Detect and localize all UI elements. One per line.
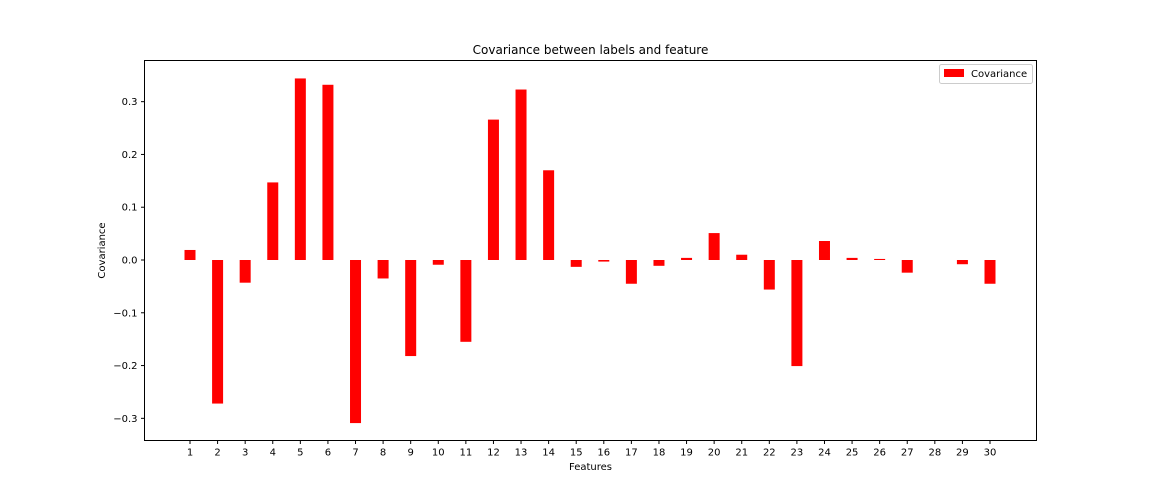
x-tick-label: 11: [459, 448, 472, 459]
x-tick-label: 10: [432, 448, 445, 459]
bar-feature-12: [487, 119, 499, 260]
bar-feature-3: [239, 260, 251, 283]
x-tick-label: 6: [325, 448, 331, 459]
x-tick-label: 24: [818, 448, 831, 459]
x-tick-label: 27: [901, 448, 914, 459]
bar-feature-26: [874, 258, 886, 260]
y-tick-label: −0.2: [113, 361, 137, 372]
x-tick-label: 3: [242, 448, 248, 459]
x-tick-label: 21: [735, 448, 748, 459]
chart-title: Covariance between labels and feature: [473, 43, 709, 57]
x-tick-label: 25: [846, 448, 859, 459]
x-tick-label: 15: [570, 448, 583, 459]
y-tick-label: 0.3: [122, 97, 138, 108]
bar-feature-23: [791, 260, 803, 367]
bar-feature-30: [984, 260, 996, 284]
bar-feature-16: [598, 260, 610, 262]
bar-feature-19: [681, 257, 693, 260]
x-tick-label: 7: [352, 448, 358, 459]
bar-feature-13: [515, 89, 527, 260]
bar-feature-6: [322, 84, 334, 260]
bar-feature-4: [267, 182, 279, 260]
bar-feature-15: [570, 260, 582, 267]
x-tick-label: 29: [956, 448, 969, 459]
bar-feature-24: [818, 241, 830, 260]
x-tick-label: 14: [542, 448, 555, 459]
x-tick-label: 23: [791, 448, 804, 459]
x-axis-label: Features: [569, 462, 612, 473]
y-axis-label: Covariance: [97, 222, 108, 278]
bar-feature-1: [184, 249, 196, 260]
bar-feature-9: [405, 260, 417, 357]
bar-feature-25: [846, 257, 858, 260]
y-tick-label: 0.0: [122, 256, 138, 267]
x-tick-label: 18: [653, 448, 666, 459]
y-tick-label: 0.1: [122, 203, 138, 214]
bar-feature-27: [901, 260, 913, 273]
bar-feature-8: [377, 260, 389, 279]
bar-feature-5: [294, 78, 306, 260]
x-tick-label: 22: [763, 448, 776, 459]
bar-feature-11: [460, 260, 472, 342]
bar-feature-2: [212, 260, 224, 404]
x-tick-label: 1: [187, 448, 193, 459]
x-tick-label: 19: [680, 448, 693, 459]
x-tick-label: 17: [625, 448, 638, 459]
legend: Covariance: [939, 64, 1033, 84]
x-tick-label: 28: [928, 448, 941, 459]
y-tick-label: −0.3: [113, 414, 137, 425]
x-tick-label: 13: [515, 448, 528, 459]
bar-feature-22: [763, 260, 775, 290]
y-tick-label: 0.2: [122, 150, 138, 161]
x-tick-label: 8: [380, 448, 386, 459]
x-tick-label: 20: [708, 448, 721, 459]
x-tick-label: 2: [214, 448, 220, 459]
bar-feature-7: [350, 260, 362, 424]
plot-frame: [144, 60, 1037, 441]
y-tick-label: −0.1: [113, 308, 137, 319]
bar-feature-29: [956, 260, 968, 265]
x-tick-label: 4: [270, 448, 276, 459]
bar-feature-14: [543, 170, 555, 260]
bar-feature-18: [653, 260, 665, 266]
x-tick-label: 9: [408, 448, 414, 459]
bars-group: [184, 78, 996, 424]
bar-feature-17: [625, 260, 637, 284]
x-tick-label: 12: [487, 448, 500, 459]
bar-feature-20: [708, 233, 720, 260]
bar-feature-21: [736, 254, 748, 260]
legend-label: Covariance: [971, 69, 1027, 80]
x-tick-label: 5: [297, 448, 303, 459]
x-tick-label: 30: [984, 448, 997, 459]
x-tick-label: 26: [873, 448, 886, 459]
x-tick-label: 16: [597, 448, 610, 459]
bar-feature-10: [432, 260, 444, 265]
x-axis-ticks: 1 2 3 4 5 6 7 8 9 10 11 12 13 14 15 16 17 18 19 20 21 22 23 24 2…: [187, 440, 997, 459]
legend-swatch: [944, 69, 964, 77]
y-axis-ticks: −0.3 −0.2 −0.1 0.0 0.1 0.2 0.3: [113, 97, 145, 425]
